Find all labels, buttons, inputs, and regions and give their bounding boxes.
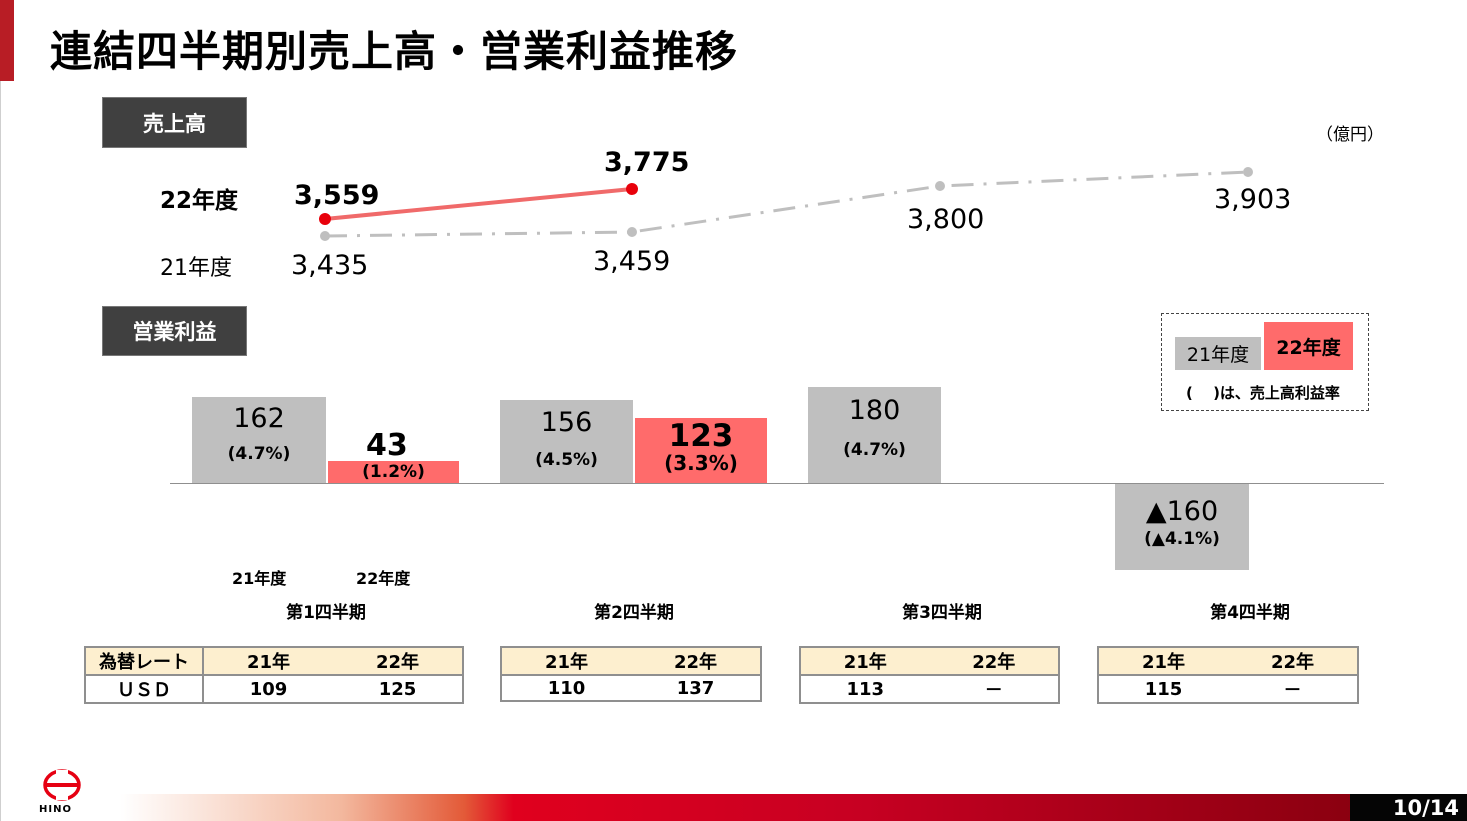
- fx-currency: ＵＳＤ: [84, 674, 204, 704]
- fx-table-q2: 21年 22年 110 137: [500, 646, 762, 702]
- fx-value-22: 137: [631, 674, 761, 702]
- sales-legend-fy21: 21年度: [160, 256, 232, 281]
- bar-q1-fy22-value: 43: [366, 428, 408, 463]
- fy22-sales-line: [324, 187, 633, 221]
- fx-table-q3: 21年 22年 113 －: [799, 646, 1060, 704]
- fy22-marker: [626, 183, 638, 195]
- fx-header-22: 22年: [929, 646, 1059, 676]
- bar-q2-fy21: 156 (4.5%): [500, 400, 633, 483]
- legend-fy22-swatch: 22年度: [1264, 322, 1353, 370]
- fy21-marker: [320, 231, 330, 241]
- bar-q1-fy21: 162 (4.7%): [192, 397, 326, 483]
- footer-gradient-bar: [120, 794, 1350, 821]
- legend-fy21-swatch: 21年度: [1175, 337, 1261, 370]
- bar-q3-fy21: 180 (4.7%): [808, 387, 941, 483]
- legend-note: ( )は、売上高利益率: [1186, 384, 1340, 402]
- bar-value: 123: [668, 418, 734, 454]
- fx-header-21: 21年: [1098, 646, 1228, 676]
- sales-line-chart: [319, 167, 1253, 241]
- left-border-line: [0, 81, 1, 821]
- fx-table-q1: 為替レート 21年 22年 ＵＳＤ 109 125: [84, 646, 464, 704]
- fx-value-21: 110: [501, 674, 631, 702]
- fx-value-22: －: [929, 674, 1059, 704]
- fy21-sales-line: [324, 170, 1249, 238]
- unit-label: （億円）: [1316, 125, 1384, 145]
- title-accent-bar: [0, 0, 14, 81]
- sales-section-tag: 売上高: [102, 97, 247, 148]
- fy21-q2-sales: 3,459: [593, 246, 671, 277]
- fy21-q4-sales: 3,903: [1214, 184, 1292, 215]
- hino-logo: HINO: [36, 768, 88, 816]
- bar-margin: (▲4.1%): [1144, 529, 1220, 549]
- fx-value-21: 113: [800, 674, 930, 704]
- fx-value-21: 115: [1098, 674, 1228, 704]
- x-sublabel-fy22: 22年度: [356, 569, 411, 588]
- fy21-marker: [935, 181, 945, 191]
- fy21-marker: [1243, 167, 1253, 177]
- fy21-q1-sales: 3,435: [291, 250, 369, 281]
- bar-margin: (1.2%): [362, 462, 425, 482]
- fy22-q1-sales: 3,559: [294, 180, 380, 211]
- fx-header-22: 22年: [1228, 646, 1358, 676]
- x-sublabel-fy21: 21年度: [232, 569, 287, 588]
- profit-zero-axis: [170, 483, 1384, 484]
- fx-header-22: 22年: [333, 646, 463, 676]
- fx-header-21: 21年: [800, 646, 930, 676]
- quarter-label-q3: 第3四半期: [902, 603, 982, 623]
- quarter-label-q4: 第4四半期: [1210, 603, 1290, 623]
- bar-value: ▲160: [1145, 496, 1219, 527]
- profit-legend-box: [1161, 313, 1369, 411]
- bar-value: 180: [848, 395, 901, 426]
- sales-legend-fy22: 22年度: [160, 188, 239, 214]
- profit-section-tag: 営業利益: [102, 306, 247, 356]
- fy22-marker: [319, 213, 331, 225]
- fx-row-header: 為替レート: [84, 646, 204, 676]
- bar-value: 156: [540, 407, 593, 438]
- bar-q4-fy21: ▲160 (▲4.1%): [1115, 484, 1249, 570]
- hino-emblem-icon: [43, 769, 81, 801]
- fx-value-21: 109: [203, 674, 333, 704]
- bar-margin: (3.3%): [664, 451, 738, 475]
- bar-q2-fy22: 123 (3.3%): [635, 418, 767, 483]
- fx-value-22: 125: [333, 674, 463, 704]
- fx-header-22: 22年: [631, 646, 761, 676]
- fy21-marker: [627, 227, 637, 237]
- bar-value: 162: [233, 403, 285, 434]
- fy21-q3-sales: 3,800: [907, 204, 985, 235]
- hino-wordmark: HINO: [39, 804, 72, 815]
- fx-header-21: 21年: [203, 646, 333, 676]
- fx-table-q4: 21年 22年 115 －: [1097, 646, 1359, 704]
- quarter-label-q2: 第2四半期: [594, 603, 674, 623]
- page-number: 10/14: [1350, 794, 1467, 821]
- fx-header-21: 21年: [501, 646, 631, 676]
- fy22-q2-sales: 3,775: [604, 147, 690, 178]
- page-title: 連結四半期別売上高・営業利益推移: [50, 27, 739, 76]
- fx-value-22: －: [1228, 674, 1358, 704]
- bar-margin: (4.5%): [535, 450, 598, 470]
- bar-margin: (4.7%): [227, 444, 291, 464]
- bar-q1-fy22: (1.2%): [328, 461, 459, 483]
- bar-margin: (4.7%): [843, 440, 906, 460]
- quarter-label-q1: 第1四半期: [286, 603, 366, 623]
